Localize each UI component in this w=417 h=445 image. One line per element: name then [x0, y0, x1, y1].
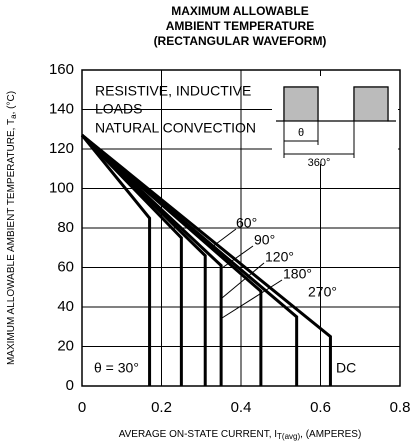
y-tick-label: 20 [57, 337, 74, 354]
annotation: LOADS [95, 101, 142, 117]
annotation: NATURAL CONVECTION [95, 120, 256, 136]
y-axis-label: MAXIMUM ALLOWABLE AMBIENT TEMPERATURE, T… [6, 91, 18, 365]
series-line [81, 134, 299, 386]
chart-title: AMBIENT TEMPERATURE [166, 19, 314, 33]
series-line [80, 134, 152, 386]
x-axis-label: AVERAGE ON-STATE CURRENT, IT(avg), (AMPE… [119, 429, 362, 441]
series-label: 120° [265, 249, 294, 265]
x-tick-label: 0.8 [390, 399, 411, 416]
x-tick-label: 0 [78, 399, 86, 416]
series-label: 180° [283, 266, 312, 282]
series-label: θ = 30° [94, 360, 139, 376]
chart-title: (RECTANGULAR WAVEFORM) [154, 34, 327, 48]
label-part: AVERAGE ON-STATE CURRENT, I [119, 429, 277, 440]
series-label: 60° [236, 215, 257, 231]
x-tick-label: 0.4 [231, 399, 252, 416]
inset-label: 360° [308, 157, 331, 169]
y-tick-label: 40 [57, 298, 74, 315]
y-tick-label: 140 [49, 100, 74, 117]
series-label: 90° [254, 232, 275, 248]
y-tick-label: 60 [57, 258, 74, 275]
leader-line [221, 245, 254, 269]
label-part: a [9, 114, 18, 119]
label-part: , (°C) [6, 91, 17, 114]
x-tick-label: 0.6 [310, 399, 331, 416]
y-tick-label: 100 [49, 179, 74, 196]
series-line [80, 134, 183, 386]
series-line [80, 134, 207, 386]
series-label: DC [336, 360, 356, 376]
plot-border [81, 69, 401, 387]
y-tick-label: 160 [49, 61, 74, 78]
y-tick-label: 0 [66, 377, 74, 394]
series-line [80, 134, 223, 386]
waveform-inset: θ 360° [276, 86, 396, 169]
series-label: 270° [308, 284, 337, 300]
y-tick-label: 80 [57, 219, 74, 236]
leader-line [221, 262, 265, 299]
label-part: MAXIMUM ALLOWABLE AMBIENT TEMPERATURE, T [6, 119, 17, 365]
label-part: , (AMPERES) [300, 429, 361, 440]
leader-line [221, 279, 283, 319]
series-line [81, 134, 332, 386]
chart-title: MAXIMUM ALLOWABLE [171, 4, 309, 18]
inset-label: θ [298, 127, 304, 139]
series-line [81, 134, 263, 386]
y-tick-label: 120 [49, 140, 74, 157]
x-tick-label: 0.2 [151, 399, 172, 416]
annotation: RESISTIVE, INDUCTIVE [95, 83, 251, 99]
plot: θ = 30° 60°90°120°180° 270° DC [80, 134, 356, 386]
label-part: T(avg) [277, 432, 300, 441]
